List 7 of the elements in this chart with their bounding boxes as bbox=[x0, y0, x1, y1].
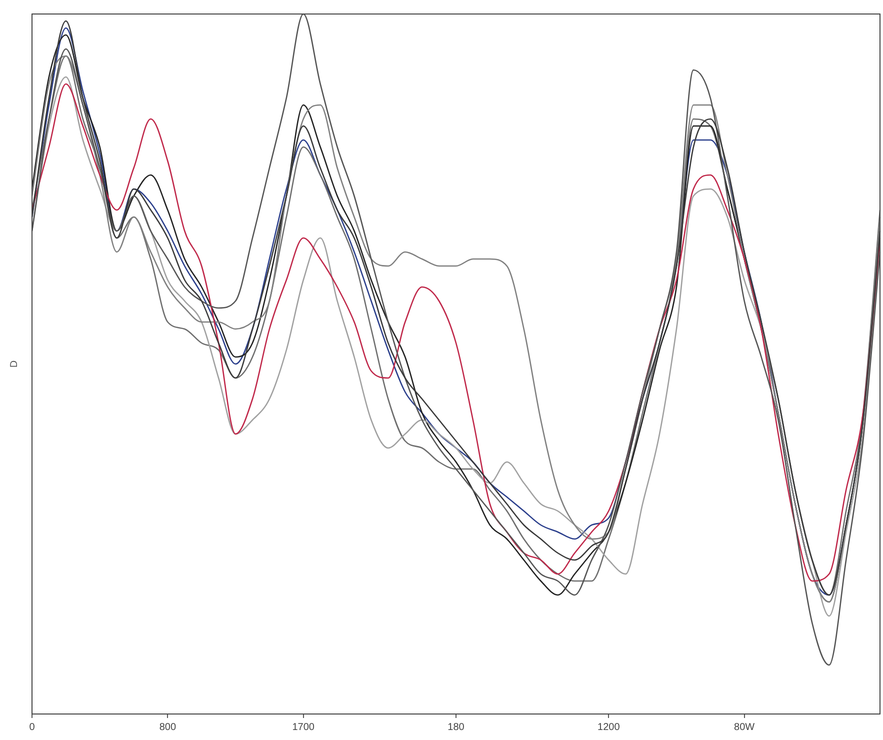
x-tick-label: 1700 bbox=[292, 722, 315, 733]
x-tick-label: 80W bbox=[734, 722, 756, 733]
x-tick-label: 180 bbox=[448, 722, 465, 733]
x-tick-label: 800 bbox=[159, 722, 176, 733]
x-tick-label: 1200 bbox=[598, 722, 620, 733]
y-axis-title: D bbox=[8, 360, 20, 368]
x-tick-label: 0 bbox=[29, 722, 36, 733]
